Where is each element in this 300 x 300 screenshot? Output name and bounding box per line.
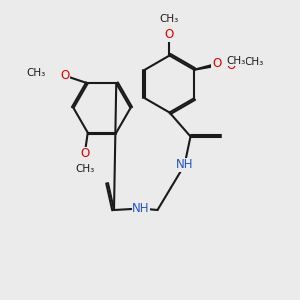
Text: O: O	[80, 147, 89, 160]
Text: NH: NH	[176, 158, 193, 172]
Text: CH₃: CH₃	[75, 164, 94, 174]
Text: O: O	[226, 59, 236, 72]
Text: O: O	[212, 57, 221, 70]
Text: CH₃: CH₃	[244, 57, 263, 67]
Text: O: O	[61, 69, 70, 82]
Text: O: O	[165, 28, 174, 41]
Text: NH: NH	[132, 202, 150, 215]
Text: CH₃: CH₃	[226, 56, 246, 66]
Text: CH₃: CH₃	[160, 14, 179, 25]
Text: CH₃: CH₃	[26, 68, 46, 78]
